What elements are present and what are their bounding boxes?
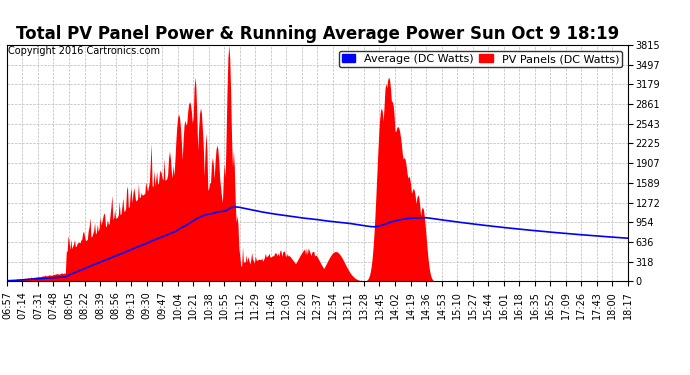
Title: Total PV Panel Power & Running Average Power Sun Oct 9 18:19: Total PV Panel Power & Running Average P… <box>16 26 619 44</box>
Text: Copyright 2016 Cartronics.com: Copyright 2016 Cartronics.com <box>8 46 159 56</box>
Legend: Average (DC Watts), PV Panels (DC Watts): Average (DC Watts), PV Panels (DC Watts) <box>339 51 622 68</box>
